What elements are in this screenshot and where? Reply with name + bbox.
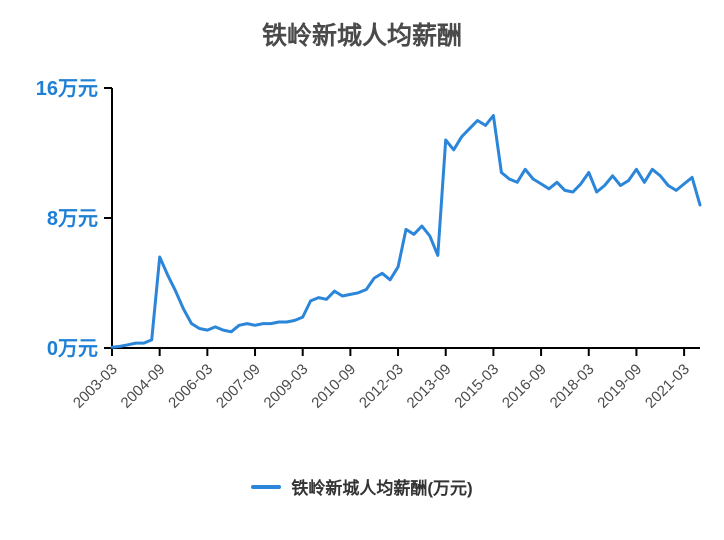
x-axis-tick-label: 2018-03 xyxy=(547,361,598,412)
x-axis-tick-label: 2010-09 xyxy=(308,361,359,412)
legend-line-marker-icon xyxy=(251,484,282,489)
x-axis-tick-label: 2019-09 xyxy=(594,361,645,412)
x-axis-tick-label: 2009-03 xyxy=(261,361,312,412)
x-axis-tick-label: 2012-03 xyxy=(356,361,407,412)
x-axis-tick-label: 2013-09 xyxy=(404,361,455,412)
y-axis-tick-label: 8万元 xyxy=(47,208,98,230)
legend-label: 铁岭新城人均薪酬(万元) xyxy=(291,479,473,498)
x-axis-tick-label: 2016-09 xyxy=(499,361,550,412)
legend-item[interactable]: 铁岭新城人均薪酬(万元) xyxy=(0,474,724,499)
y-axis-tick-label: 0万元 xyxy=(47,338,98,360)
line-chart-canvas: 0万元8万元16万元2003-032004-092006-032007-0920… xyxy=(36,78,702,412)
x-axis-tick-label: 2007-09 xyxy=(213,361,264,412)
x-axis-tick-label: 2003-03 xyxy=(70,361,121,412)
chart-title: 铁岭新城人均薪酬 xyxy=(261,22,462,50)
x-axis-tick-label: 2006-03 xyxy=(165,361,216,412)
x-axis-tick-label: 2021-03 xyxy=(642,361,693,412)
salary-data-line xyxy=(110,114,702,349)
x-axis-tick-label: 2004-09 xyxy=(118,361,169,412)
x-axis-tick-label: 2015-03 xyxy=(451,361,502,412)
y-axis-tick-label: 16万元 xyxy=(36,78,98,100)
